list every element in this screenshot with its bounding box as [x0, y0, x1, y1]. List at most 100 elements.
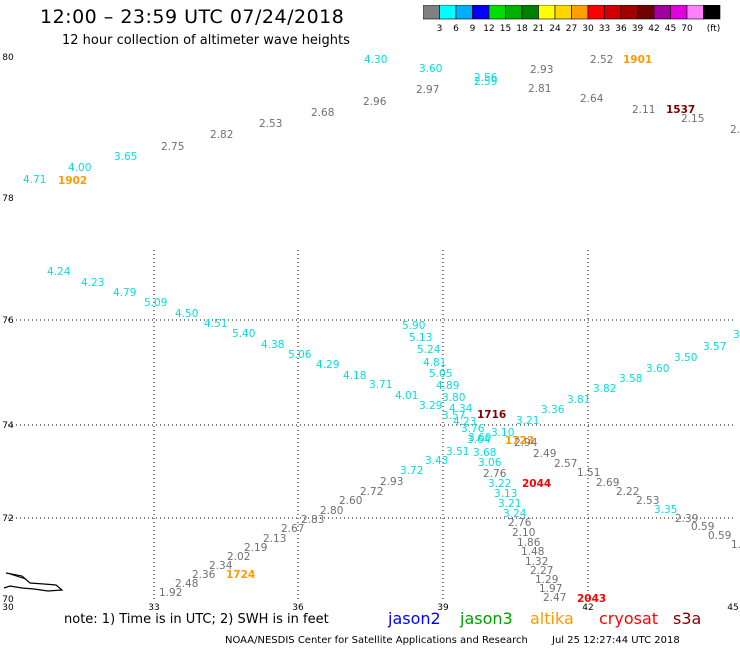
wave-height-value: 4.89 [436, 380, 459, 392]
wave-height-value: 1.97 [539, 583, 562, 595]
wave-height-value: 5.09 [144, 297, 167, 309]
wave-height-value: 1.86 [517, 537, 541, 549]
wave-height-value: 2.59 [474, 76, 497, 88]
wave-height-value: 2.34 [209, 560, 233, 572]
wave-height-value: 2.80 [320, 505, 343, 517]
wave-height-value: 4.34 [449, 403, 473, 415]
lon-tick-label: 33 [148, 603, 159, 613]
wave-height-value: 2.67 [281, 523, 304, 535]
footer-timestamp: Jul 25 12:27:44 UTC 2018 [552, 635, 680, 646]
wave-height-value: 2.15 [681, 113, 704, 125]
wave-height-value: 3.35 [654, 504, 677, 516]
wave-height-value: 4.50 [175, 308, 198, 320]
wave-height-value: 1.92 [159, 587, 182, 599]
wave-height-value: 5.90 [402, 320, 425, 332]
wave-height-value: 2.02 [227, 551, 250, 563]
wave-height-value: 2.68 [311, 107, 334, 119]
colorbar-tick-label: 3 [437, 24, 443, 34]
colorbar-tick-label: 9 [470, 24, 476, 34]
wave-height-value: 2.53 [259, 118, 282, 130]
wave-height-value: 4.51 [204, 318, 227, 330]
legend-s3a: s3a [673, 609, 702, 628]
wave-height-value: 2.56 [474, 72, 498, 84]
wave-height-value: 2.93 [380, 476, 403, 488]
wave-height-value: 3.36 [541, 404, 565, 416]
wave-height-value: 3 [733, 329, 740, 341]
wave-height-value: 2.47 [543, 592, 566, 604]
lon-tick-label: 30 [2, 603, 14, 613]
wave-height-value: 2.19 [244, 542, 267, 554]
colorbar-swatches [423, 5, 721, 20]
wave-height-value: 3.21 [498, 498, 521, 510]
wave-height-value: 4.81 [423, 357, 446, 369]
lon-tick-label: 39 [437, 603, 449, 613]
wave-height-value: 3.06 [478, 457, 502, 469]
wave-height-value: 2.76 [483, 468, 507, 480]
wave-height-value: 4.23 [453, 416, 476, 428]
wave-height-value: 2.69 [596, 477, 619, 489]
wave-height-value: 2.22 [616, 486, 639, 498]
colorbar-tick-label: 21 [533, 24, 544, 34]
wave-height-value: 3.80 [442, 392, 465, 404]
wave-height-value: 3.21 [516, 415, 539, 427]
coastline-fragment [3, 572, 64, 592]
colorbar-tick-label: 30 [582, 24, 594, 34]
pass-time-label: 1723 [505, 435, 534, 447]
wave-height-value: 0.59 [708, 530, 731, 542]
wave-height-value: 2.75 [161, 141, 184, 153]
wave-height-value: 5.05 [429, 368, 452, 380]
wave-height-value: 2.83 [301, 514, 324, 526]
lon-tick-label: 42 [582, 603, 593, 613]
wave-height-value: 2.72 [360, 486, 383, 498]
wave-height-value: 1.48 [521, 546, 544, 558]
colorbar-swatch [703, 5, 721, 20]
wave-height-value: 3.24 [503, 508, 527, 520]
wave-height-value: 5.06 [288, 349, 312, 361]
wave-height-value: 4.29 [316, 359, 339, 371]
wave-height-value: 2.27 [530, 565, 553, 577]
wave-height-value: 3.22 [488, 478, 511, 490]
lon-tick-label: 36 [292, 603, 304, 613]
colorbar-tick-label: 6 [453, 24, 459, 34]
colorbar-tick-label: 24 [549, 24, 561, 34]
lat-tick-label: 80 [2, 53, 14, 63]
wave-height-value: 3.57 [442, 410, 465, 422]
wave-height-value: 2.39 [675, 513, 698, 525]
wave-height-value: 2.94 [514, 437, 538, 449]
wave-height-value: 4.23 [81, 277, 104, 289]
wave-height-value: 0.59 [691, 521, 714, 533]
wave-height-value: 2.13 [263, 533, 286, 545]
pass-time-label: 2044 [522, 478, 551, 490]
wave-height-value: 3.43 [425, 455, 448, 467]
wave-height-value: 3.72 [400, 465, 423, 477]
wave-height-value: 1.51 [577, 467, 600, 479]
wave-height-value: 2.11 [632, 104, 655, 116]
lat-tick-label: 78 [2, 194, 14, 204]
wave-height-value: 3.58 [619, 373, 642, 385]
wave-height-value: 4.18 [343, 370, 366, 382]
wave-height-value: 4.30 [364, 54, 387, 66]
wave-height-value: 3.82 [593, 383, 616, 395]
legend-jason2: jason2 [388, 609, 441, 628]
wave-height-value: 2.52 [590, 54, 613, 66]
pass-time-label: 1716 [477, 409, 506, 421]
wave-height-value: 3.64 [467, 434, 491, 446]
wave-height-value: 4.01 [395, 390, 418, 402]
wave-height-value: 3.13 [494, 488, 517, 500]
wave-height-value: 2.81 [528, 83, 551, 95]
wave-height-value: 2. [730, 124, 740, 136]
wave-height-value: 3.71 [369, 379, 392, 391]
page-title: 12:00 – 23:59 UTC 07/24/2018 [40, 6, 345, 28]
lat-tick-label: 72 [2, 514, 13, 524]
colorbar-tick-label: 33 [599, 24, 610, 34]
colorbar-tick-label: 18 [516, 24, 528, 34]
wave-height-value: 2.53 [636, 495, 659, 507]
wave-height-value: 3.51 [446, 446, 469, 458]
wave-height-value: 2.96 [363, 96, 387, 108]
wave-height-value: 3.76 [461, 423, 485, 435]
pass-time-label: 2043 [577, 593, 606, 605]
pass-time-label: 1902 [58, 175, 87, 187]
colorbar-tick-label: 36 [615, 24, 627, 34]
wave-height-value: 2.93 [530, 64, 553, 76]
